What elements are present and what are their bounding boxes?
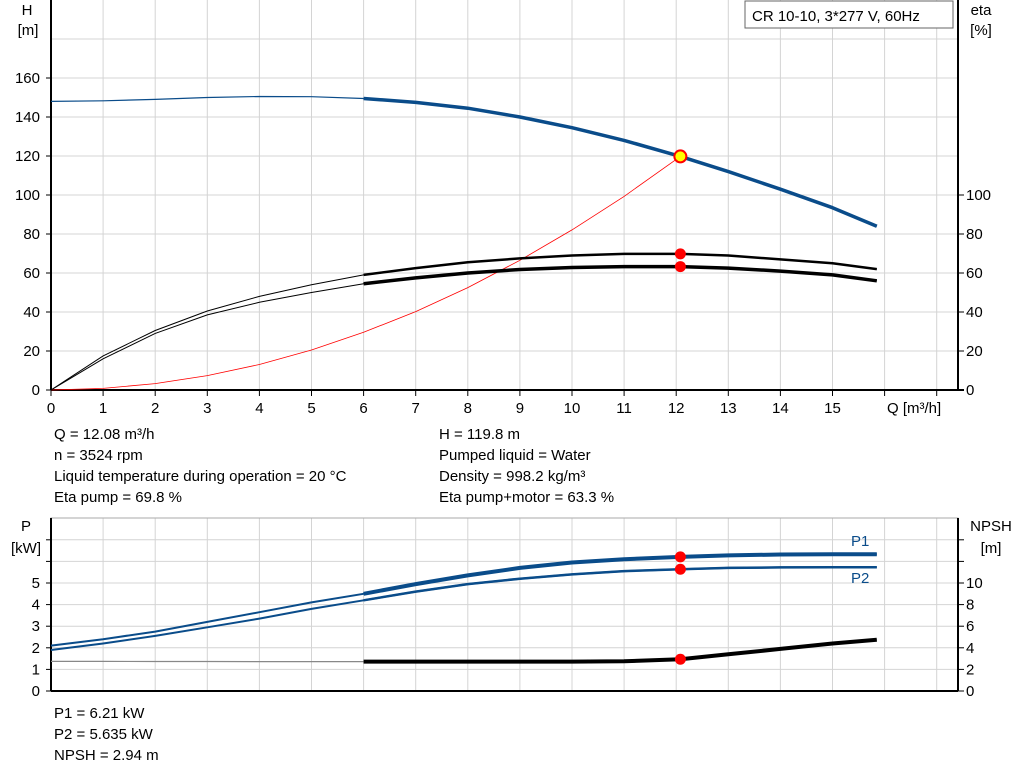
h-tick-label: 120 xyxy=(15,148,40,165)
h-tick-label: 60 xyxy=(23,265,40,282)
npsh-tick-label: 0 xyxy=(966,683,974,700)
h-tick-label: 0 xyxy=(32,382,40,399)
h-tick-label: 20 xyxy=(23,343,40,360)
npsh-axis-unit: [m] xyxy=(981,540,1002,557)
q-axis-label: Q [m³/h] xyxy=(887,400,941,417)
duty-point-marker xyxy=(673,149,688,164)
p2-extended xyxy=(50,566,877,651)
legend-box xyxy=(744,0,954,29)
p-tick-label: 3 xyxy=(32,618,40,635)
h-tick-label: 40 xyxy=(23,304,40,321)
info-temperature: Liquid temperature during operation = 20… xyxy=(54,468,347,485)
h-tick-label: 100 xyxy=(15,187,40,204)
q-tick-label: 4 xyxy=(255,400,263,417)
npsh-tick-label: 4 xyxy=(966,640,974,657)
p1-duty-point xyxy=(674,551,686,563)
q-tick-label: 7 xyxy=(412,400,420,417)
npsh-duty-point xyxy=(674,653,686,665)
duty-info-right: H = 119.8 m Pumped liquid = Water Densit… xyxy=(439,424,614,508)
h-axis-unit: [m] xyxy=(18,22,39,39)
npsh-tick-label: 2 xyxy=(966,661,974,678)
eta-tick-label: 0 xyxy=(966,382,974,399)
p-tick-label: 1 xyxy=(32,661,40,678)
eta-pump-motor-extended xyxy=(50,266,877,391)
q-tick-label: 13 xyxy=(720,400,737,417)
p-axis-label: P xyxy=(21,518,31,535)
p1-series-label: P1 xyxy=(851,533,869,550)
q-tick-label: 9 xyxy=(516,400,524,417)
head-curve xyxy=(363,96,878,228)
h-tick-label: 80 xyxy=(23,226,40,243)
npsh-axis-label: NPSH xyxy=(970,518,1012,535)
eta-tick-label: 40 xyxy=(966,304,983,321)
eta-pump-curve xyxy=(363,252,877,277)
npsh-tick-label: 10 xyxy=(966,575,983,592)
p2-curve xyxy=(363,565,877,602)
q-tick-label: 0 xyxy=(47,400,55,417)
q-tick-label: 6 xyxy=(359,400,367,417)
q-tick-label: 14 xyxy=(772,400,789,417)
p-axis-unit: [kW] xyxy=(11,540,41,557)
q-tick-label: 12 xyxy=(668,400,685,417)
eta-tick-label: 80 xyxy=(966,226,983,243)
eta-axis-label: eta xyxy=(971,2,993,19)
eta-pump-motor-curve xyxy=(363,264,878,286)
eta-axis-unit: [%] xyxy=(970,22,992,39)
p-tick-label: 2 xyxy=(32,640,40,657)
info-flow: Q = 12.08 m³/h xyxy=(54,426,155,443)
npsh-tick-label: 6 xyxy=(966,618,974,635)
info-eta-pump-motor: Eta pump+motor = 63.3 % xyxy=(439,489,615,506)
q-tick-label: 3 xyxy=(203,400,211,417)
q-tick-label: 2 xyxy=(151,400,159,417)
info-p1: P1 = 6.21 kW xyxy=(54,705,145,722)
duty-info-left: Q = 12.08 m³/h n = 3524 rpm Liquid tempe… xyxy=(54,424,346,508)
info-liquid: Pumped liquid = Water xyxy=(439,447,591,464)
info-speed: n = 3524 rpm xyxy=(54,447,143,464)
h-tick-label: 140 xyxy=(15,109,40,126)
info-npsh: NPSH = 2.94 m xyxy=(54,747,159,764)
chart-marks xyxy=(50,95,878,665)
q-tick-label: 11 xyxy=(616,400,632,417)
q-tick-label: 1 xyxy=(99,400,107,417)
q-tick-label: 10 xyxy=(564,400,581,417)
q-tick-label: 15 xyxy=(824,400,841,417)
q-tick-label: 5 xyxy=(307,400,315,417)
p-tick-label: 4 xyxy=(32,597,40,614)
system-curve xyxy=(50,156,681,391)
p1-curve xyxy=(363,552,877,596)
info-density: Density = 998.2 kg/m³ xyxy=(439,468,586,485)
info-head: H = 119.8 m xyxy=(439,426,521,443)
eta-tick-label: 60 xyxy=(966,265,983,282)
eta-pump-motor-duty-point xyxy=(674,261,686,273)
p2-duty-point xyxy=(674,563,686,575)
eta-tick-label: 20 xyxy=(966,343,983,360)
npsh-tick-label: 8 xyxy=(966,597,974,614)
npsh-curve xyxy=(363,637,877,664)
h-axis-label: H xyxy=(22,2,33,19)
p2-series-label: P2 xyxy=(851,570,869,587)
chart-title: CR 10-10, 3*277 V, 60Hz xyxy=(752,8,920,25)
power-info: P1 = 6.21 kW P2 = 5.635 kW NPSH = 2.94 m xyxy=(54,703,159,766)
bottom-grid: 0 1 2 3 4 5 0 2 4 6 8 10 xyxy=(32,517,983,700)
p-tick-label: 0 xyxy=(32,683,40,700)
eta-pump-duty-point xyxy=(674,248,686,260)
p-tick-label: 5 xyxy=(32,575,40,592)
info-p2: P2 = 5.635 kW xyxy=(54,726,153,743)
info-eta-pump: Eta pump = 69.8 % xyxy=(54,489,182,506)
h-tick-label: 160 xyxy=(15,70,40,87)
eta-tick-label: 100 xyxy=(966,187,991,204)
q-tick-label: 8 xyxy=(464,400,472,417)
head-extended xyxy=(50,95,878,227)
